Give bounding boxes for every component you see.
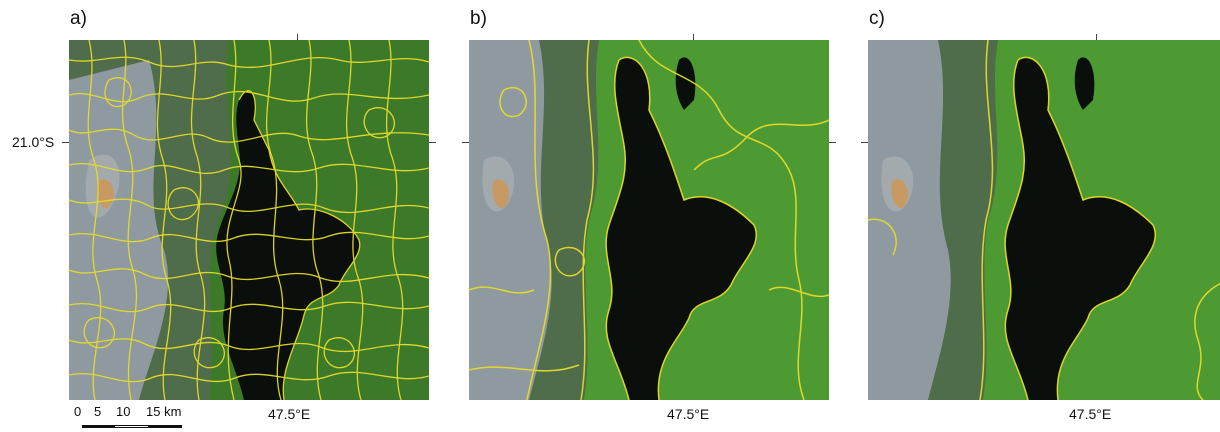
satellite-image-c: [868, 40, 1220, 400]
segmentation-boundaries-a: [69, 40, 429, 400]
scale-bar: [82, 425, 182, 428]
scale-tick-5: 5: [94, 404, 102, 419]
satellite-image-a: [69, 40, 429, 400]
map-panel-a: [69, 40, 429, 400]
longitude-label-a: 47.5°E: [268, 406, 311, 422]
lat-tick-b-right: [829, 142, 836, 143]
map-panel-b: [469, 40, 829, 400]
scale-tick-0: 0: [74, 404, 82, 419]
panel-c-letter: c): [869, 8, 885, 29]
segmentation-boundaries-b: [469, 40, 829, 400]
longitude-label-b: 47.5°E: [667, 406, 710, 422]
scale-bar-segment-3: [148, 425, 182, 428]
satellite-image-b: [469, 40, 829, 400]
lon-tick-c-top: [1096, 34, 1097, 40]
longitude-label-c: 47.5°E: [1069, 406, 1112, 422]
map-panel-c: [868, 40, 1220, 400]
panel-b-letter: b): [470, 8, 487, 29]
lat-tick-b-left: [462, 142, 469, 143]
scale-bar-segment-1: [82, 425, 115, 428]
latitude-label: 21.0°S: [12, 134, 55, 150]
scale-tick-10: 10: [116, 404, 131, 419]
lon-tick-a-top: [297, 34, 298, 40]
lat-tick-a-left: [62, 142, 69, 143]
scale-tick-15: 15 km: [146, 404, 182, 419]
lon-tick-b-top: [693, 34, 694, 40]
segmentation-boundaries-c: [868, 40, 1220, 400]
panel-a-letter: a): [70, 8, 87, 29]
lat-tick-c-left: [861, 142, 868, 143]
lat-tick-a-right: [429, 142, 436, 143]
scale-bar-segment-2: [115, 425, 148, 428]
